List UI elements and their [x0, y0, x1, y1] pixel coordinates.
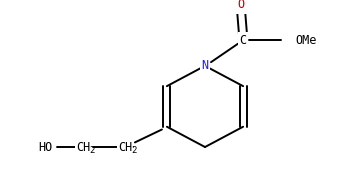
- Text: CH: CH: [118, 141, 132, 154]
- Text: 2: 2: [131, 146, 137, 155]
- Text: N: N: [201, 59, 209, 72]
- Text: O: O: [237, 0, 245, 12]
- Text: HO: HO: [38, 141, 52, 154]
- Text: C: C: [239, 33, 247, 46]
- Text: 2: 2: [89, 146, 94, 155]
- Text: CH: CH: [76, 141, 90, 154]
- Text: OMe: OMe: [295, 33, 316, 46]
